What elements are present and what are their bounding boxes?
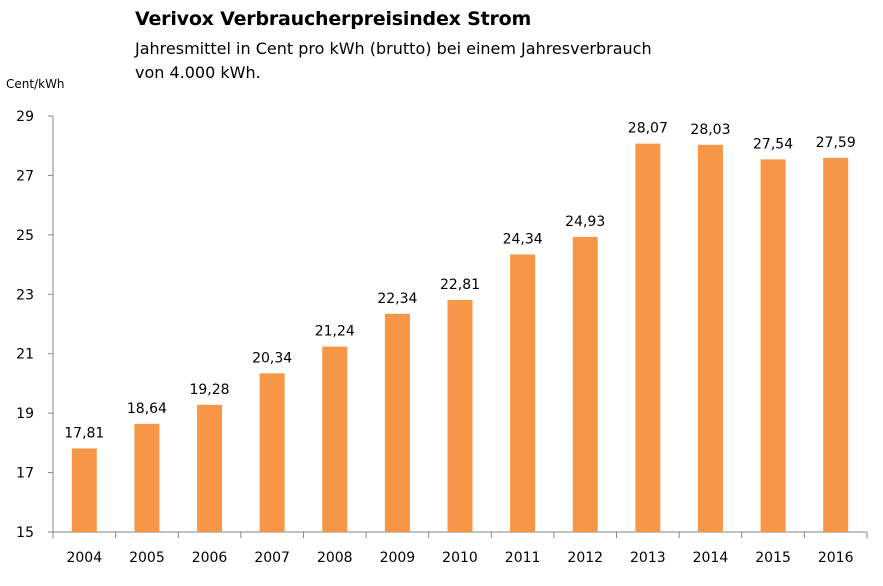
bar — [322, 346, 348, 532]
x-tick-label: 2010 — [442, 550, 478, 566]
subtitle-line-2: von 4.000 kWh. — [135, 63, 261, 82]
x-tick-label: 2015 — [755, 550, 791, 566]
data-label: 21,24 — [315, 324, 355, 340]
y-tick-label: 19 — [16, 406, 34, 422]
data-label: 19,28 — [189, 382, 229, 398]
bar — [447, 299, 473, 532]
chart-title: Verivox Verbraucherpreisindex Strom — [135, 8, 532, 30]
data-label: 22,34 — [377, 291, 417, 307]
y-tick-label: 27 — [16, 168, 34, 184]
y-tick-label: 29 — [16, 109, 34, 125]
bar — [197, 404, 223, 532]
bar — [823, 157, 849, 532]
chart-subtitle: Jahresmittel in Cent pro kWh (brutto) be… — [135, 37, 835, 85]
x-tick-label: 2009 — [380, 550, 416, 566]
data-label: 24,93 — [565, 214, 605, 230]
y-tick-label: 15 — [16, 525, 34, 541]
data-label: 22,81 — [440, 277, 480, 293]
subtitle-line-1: Jahresmittel in Cent pro kWh (brutto) be… — [135, 39, 652, 58]
data-label: 17,81 — [64, 426, 104, 442]
bar — [760, 159, 786, 532]
y-tick-label: 17 — [16, 466, 34, 482]
bar — [71, 448, 97, 532]
data-label: 20,34 — [252, 350, 292, 366]
x-tick-label: 2012 — [567, 550, 603, 566]
data-label: 28,03 — [690, 122, 730, 138]
data-label: 28,07 — [628, 121, 668, 137]
y-tick-label: 21 — [16, 347, 34, 363]
data-label: 24,34 — [503, 231, 543, 247]
x-tick-label: 2006 — [192, 550, 228, 566]
y-axis-label: Cent/kWh — [6, 77, 65, 91]
data-label: 27,59 — [816, 135, 856, 151]
data-label: 18,64 — [127, 401, 167, 417]
bar — [510, 254, 536, 532]
x-tick-label: 2013 — [630, 550, 666, 566]
bar — [635, 143, 661, 533]
y-tick-label: 23 — [16, 287, 34, 303]
x-tick-label: 2014 — [693, 550, 729, 566]
x-tick-label: 2005 — [129, 550, 165, 566]
y-tick-label: 25 — [16, 228, 34, 244]
x-tick-label: 2016 — [818, 550, 854, 566]
bar — [697, 144, 723, 532]
bar — [384, 313, 410, 532]
bar — [572, 236, 598, 533]
x-tick-label: 2007 — [254, 550, 290, 566]
x-tick-label: 2004 — [66, 550, 102, 566]
bar — [259, 373, 285, 532]
x-tick-label: 2011 — [505, 550, 541, 566]
data-label: 27,54 — [753, 136, 793, 152]
bar — [134, 423, 160, 532]
x-tick-label: 2008 — [317, 550, 353, 566]
